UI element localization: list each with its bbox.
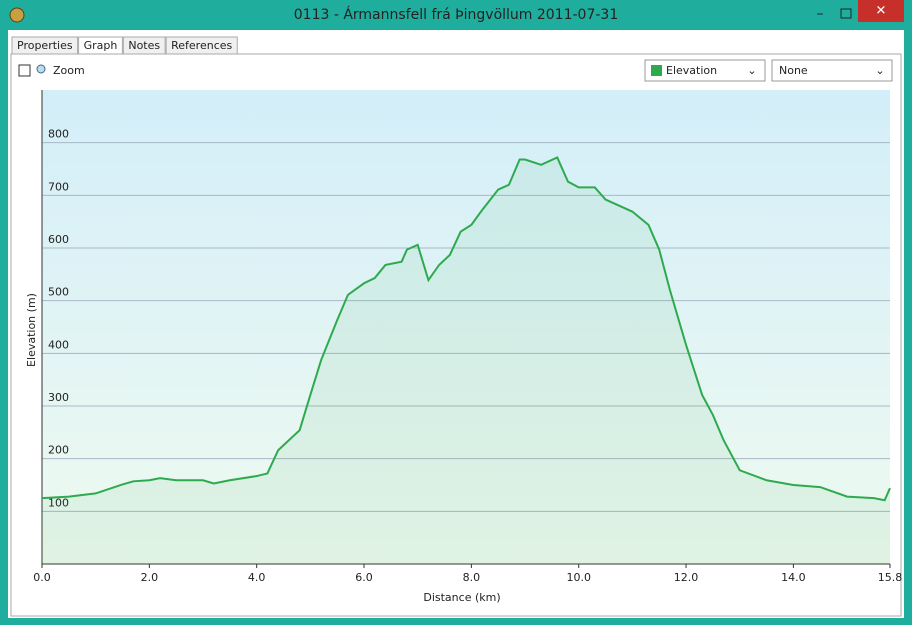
y-tick-label: 200 [48,444,69,457]
x-tick-label: 2.0 [141,571,159,584]
tab-label: Notes [128,39,160,52]
x-axis-label: Distance (km) [423,591,500,604]
x-tick-label: 15.8 [878,571,903,584]
x-tick-label: 6.0 [355,571,373,584]
area-fill [42,157,890,564]
tab-label: Graph [84,39,118,52]
series-swatch [651,65,662,76]
zoom-label: Zoom [53,64,85,77]
tab-label: References [171,39,232,52]
y-tick-label: 600 [48,233,69,246]
tab-label: Properties [17,39,73,52]
plot-area [42,90,890,564]
x-tick-label: 8.0 [463,571,481,584]
zoom-checkbox[interactable] [18,64,31,77]
dropdown-arrow: ⌄ [747,64,756,77]
second-select-text: None [779,64,808,77]
series-select-text: Elevation [666,64,717,77]
x-tick-label: 12.0 [674,571,699,584]
window-title: 0113 - Ármannsfell frá Þingvöllum 2011-0… [294,6,618,23]
y-tick-label: 800 [48,128,69,141]
maximize-button[interactable] [840,8,852,19]
y-tick-label: 500 [48,286,69,299]
y-tick-label: 300 [48,391,69,404]
elevation-line [41,156,891,502]
close-icon: ✕ [876,4,887,19]
series-dropdown[interactable] [644,59,766,82]
close-button[interactable] [858,0,904,22]
app-icon [9,7,25,23]
dropdown-arrow: ⌄ [875,64,884,77]
y-tick-label: 100 [48,496,69,509]
zoom-icon [36,64,46,74]
x-tick-label: 4.0 [248,571,266,584]
y-tick-label: 700 [48,180,69,193]
y-axis-label: Elevation (m) [25,293,38,367]
minimize-button[interactable]: – [817,6,824,22]
x-tick-label: 10.0 [566,571,591,584]
x-tick-label: 0.0 [33,571,51,584]
second-dropdown[interactable] [771,59,893,82]
y-tick-label: 400 [48,338,69,351]
x-tick-label: 14.0 [781,571,806,584]
